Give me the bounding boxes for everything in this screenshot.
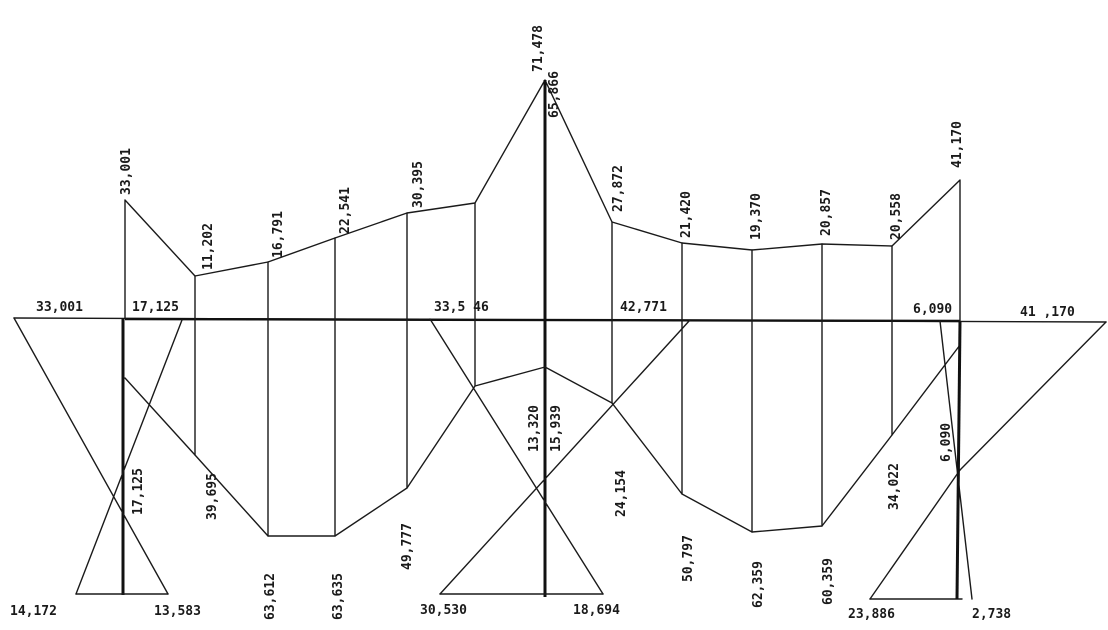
label-t9: 21,420 xyxy=(679,191,694,238)
label-t12: 20,558 xyxy=(889,193,904,240)
label-b11: 23,886 xyxy=(848,607,895,622)
label-m1: 17,125 xyxy=(131,468,146,515)
label-a4: 42,771 xyxy=(620,300,667,315)
label-b4: 63,635 xyxy=(331,573,346,620)
label-m6: 34,022 xyxy=(887,463,902,510)
label-t7: 65,866 xyxy=(547,71,562,118)
label-b9: 62,359 xyxy=(751,561,766,608)
label-a5: 6,090 xyxy=(913,302,952,317)
label-b12: 2,738 xyxy=(972,607,1011,622)
label-b1: 14,172 xyxy=(10,604,57,619)
label-b8: 50,797 xyxy=(681,535,696,582)
label-b2: 13,583 xyxy=(154,604,201,619)
label-a2: 17,125 xyxy=(132,300,179,315)
label-m5: 24,154 xyxy=(614,470,629,517)
label-b5: 49,777 xyxy=(400,523,415,570)
label-m2: 39,695 xyxy=(205,473,220,520)
label-m7: 6,090 xyxy=(939,423,954,462)
label-t6: 71,478 xyxy=(531,25,546,72)
upper-diagram xyxy=(124,79,961,597)
label-t3: 16,791 xyxy=(271,211,286,258)
label-t1: 33,001 xyxy=(119,148,134,195)
label-t4: 22,541 xyxy=(338,187,353,234)
label-t11: 20,857 xyxy=(819,189,834,236)
label-b3: 63,612 xyxy=(263,573,278,620)
label-b6: 30,530 xyxy=(420,603,467,618)
label-a1: 33,001 xyxy=(36,300,83,315)
axis-labels: 33,001 17,125 33,5 46 42,771 6,090 41 ,1… xyxy=(36,300,1075,320)
label-t2: 11,202 xyxy=(201,223,216,270)
bottom-labels: 14,172 13,583 63,612 63,635 49,777 30,53… xyxy=(10,523,1011,622)
label-t5: 30,395 xyxy=(411,161,426,208)
middle-labels: 17,125 39,695 13,320 15,939 24,154 34,02… xyxy=(131,405,954,520)
label-t13: 41,170 xyxy=(950,121,965,168)
label-m3: 13,320 xyxy=(527,405,542,452)
label-b10: 60,359 xyxy=(821,558,836,605)
upper-labels: 33,001 11,202 16,791 22,541 30,395 71,47… xyxy=(119,25,965,270)
label-t10: 19,370 xyxy=(749,193,764,240)
label-a6: 41 ,170 xyxy=(1020,305,1075,320)
label-b7: 18,694 xyxy=(573,603,620,618)
baseline xyxy=(13,317,1107,323)
lower-diagram xyxy=(13,317,1107,600)
label-a3: 33,5 46 xyxy=(434,300,489,315)
label-m4: 15,939 xyxy=(549,405,564,452)
label-t8: 27,872 xyxy=(611,165,626,212)
